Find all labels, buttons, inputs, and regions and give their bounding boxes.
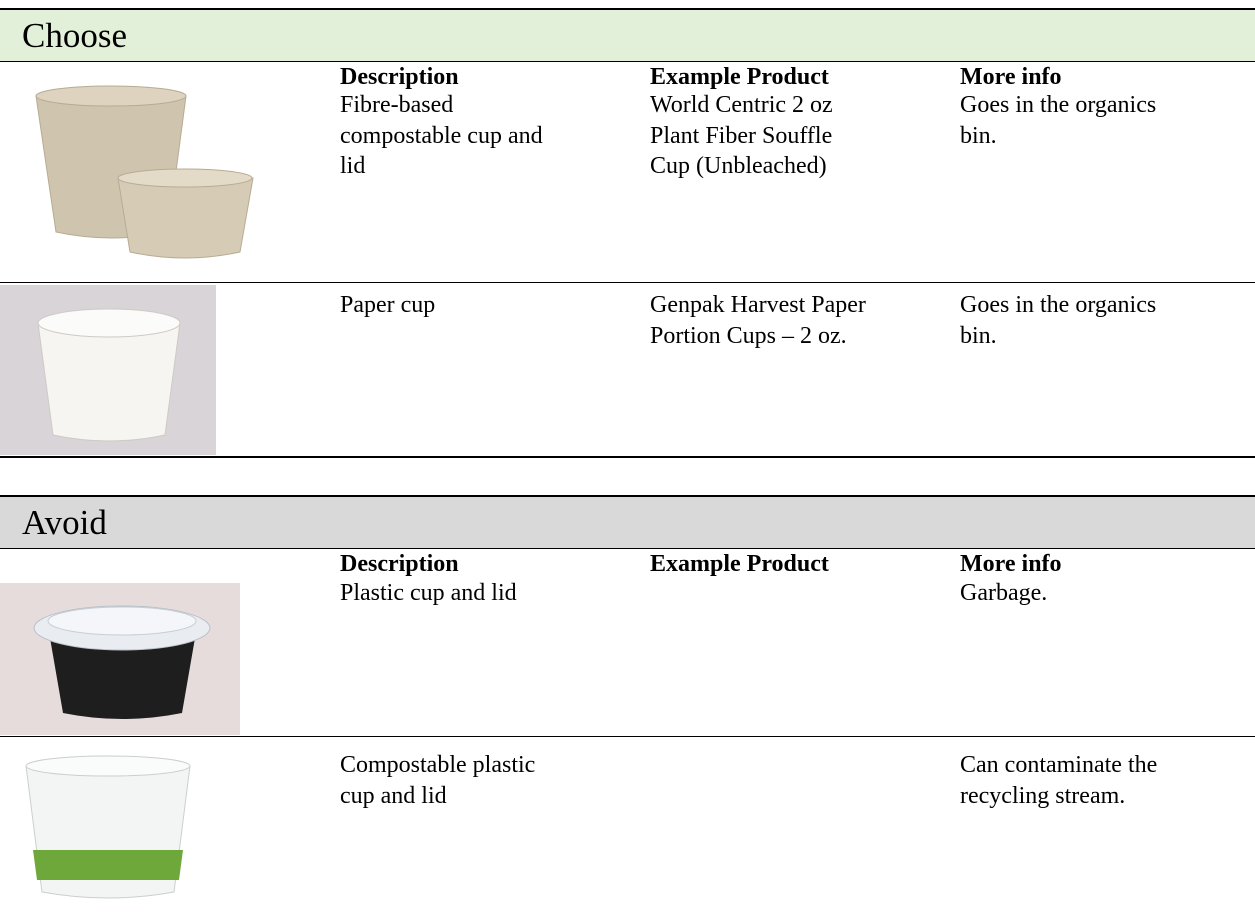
section-title: Avoid — [22, 503, 107, 542]
example-product: World Centric 2 oz Plant Fiber Souffle C… — [650, 92, 833, 179]
column-header: Description — [340, 64, 459, 90]
example-product: Genpak Harvest Paper Portion Cups – 2 oz… — [650, 292, 866, 349]
more-info: Goes in the organics bin. — [960, 292, 1157, 349]
description: Fibre-based compostable cup and lid — [340, 92, 543, 179]
more-info: Goes in the organics bin. — [960, 92, 1157, 149]
more-info: Garbage. — [960, 580, 1048, 606]
row-rule — [0, 282, 1255, 283]
product-image — [0, 285, 216, 455]
section-title: Choose — [22, 16, 127, 55]
description: Paper cup — [340, 292, 436, 318]
column-header: More info — [960, 64, 1062, 90]
column-header: Example Product — [650, 64, 829, 90]
column-header: Description — [340, 551, 459, 577]
row-rule — [0, 736, 1255, 737]
column-header: Example Product — [650, 551, 829, 577]
product-image — [35, 85, 254, 259]
more-info: Can contaminate the recycling stream. — [960, 752, 1158, 809]
description: Plastic cup and lid — [340, 580, 517, 606]
section-band: Choose — [0, 8, 1255, 62]
product-image — [25, 755, 191, 899]
column-header: More info — [960, 551, 1062, 577]
description: Compostable plastic cup and lid — [340, 752, 536, 809]
section-band: Avoid — [0, 495, 1255, 549]
row-rule — [0, 456, 1255, 458]
product-image — [0, 583, 240, 735]
